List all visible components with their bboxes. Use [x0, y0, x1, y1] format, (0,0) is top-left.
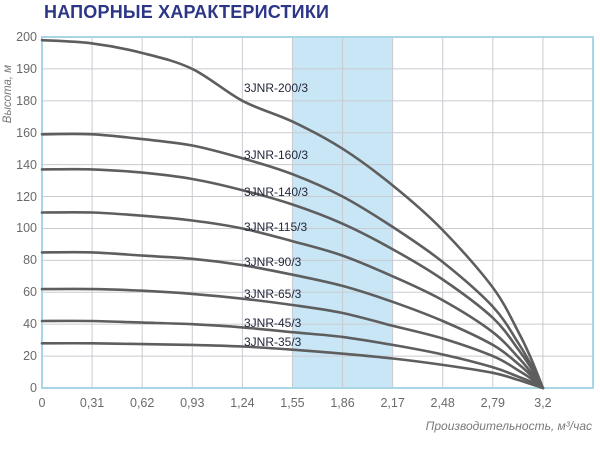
- x-tick-label: 2,48: [430, 396, 455, 410]
- x-tick-label: 0,93: [180, 396, 205, 410]
- pump-curve: [40, 167, 545, 390]
- pump-curve: [40, 132, 545, 390]
- curve-label: 3JNR-90/3: [244, 254, 302, 269]
- y-tick-label: 80: [23, 253, 37, 268]
- x-tick-label: 0,31: [79, 396, 105, 410]
- curve-label: 3JNR-65/3: [244, 286, 302, 301]
- y-tick-label: 180: [16, 93, 37, 108]
- y-tick-label: 200: [16, 30, 37, 44]
- curve-label: 3JNR-200/3: [244, 81, 309, 96]
- x-tick-label: 1,86: [330, 396, 355, 410]
- y-tick-label: 40: [23, 317, 37, 332]
- pump-curve: [40, 38, 545, 390]
- curve-label: 3JNR-45/3: [244, 315, 302, 330]
- curve-label: 3JNR-160/3: [244, 148, 309, 163]
- y-tick-label: 160: [16, 125, 37, 140]
- y-tick-label: 120: [16, 189, 37, 204]
- pump-curve: [40, 319, 545, 390]
- x-tick-label: 1,24: [230, 396, 255, 410]
- x-axis-title: Производительность, м³/час: [425, 419, 592, 433]
- pump-curve: [40, 250, 545, 390]
- x-tick-label: 3,2: [534, 396, 552, 410]
- curve-label: 3JNR-115/3: [244, 219, 308, 234]
- pump-curve: [40, 341, 545, 390]
- y-tick-label: 0: [30, 381, 37, 395]
- x-tick-label: 2,17: [380, 396, 405, 410]
- curve-label: 3JNR-140/3: [244, 184, 309, 199]
- pump-curve: [40, 287, 545, 390]
- y-tick-label: 60: [23, 285, 37, 300]
- y-tick-label: 140: [16, 157, 37, 172]
- y-tick-label: 100: [16, 221, 37, 236]
- x-tick-label: 1,55: [280, 396, 305, 410]
- y-tick-label: 190: [16, 61, 37, 76]
- x-tick-label: 2,79: [480, 396, 505, 410]
- x-tick-label: 0: [38, 396, 46, 410]
- chart-title: НАПОРНЫЕ ХАРАКТЕРИСТИКИ: [44, 2, 330, 22]
- x-tick-label: 0,62: [130, 396, 155, 410]
- y-tick-label: 20: [23, 349, 37, 364]
- curve-label: 3JNR-35/3: [244, 334, 302, 349]
- pump-curve: [40, 210, 545, 390]
